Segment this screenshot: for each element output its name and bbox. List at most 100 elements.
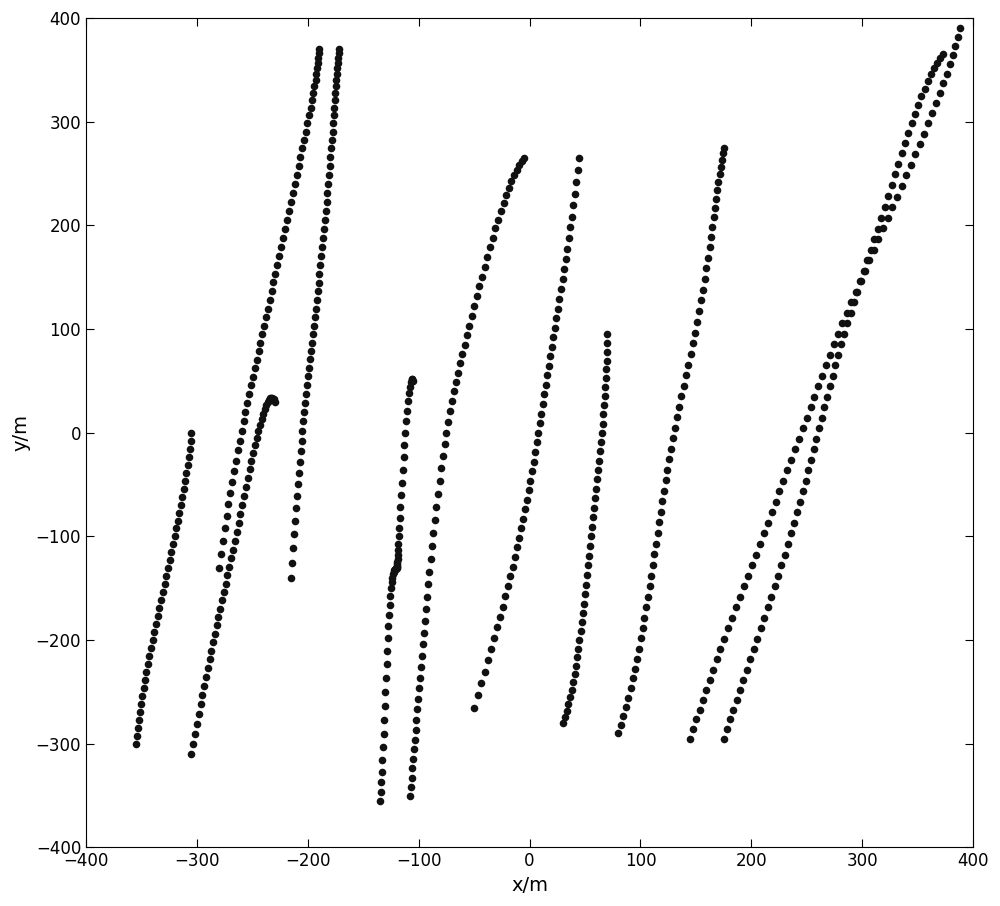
Point	[302, 352, 318, 367]
Point	[386, 564, 402, 579]
Point	[400, 394, 416, 409]
Point	[780, 536, 796, 551]
Point	[167, 529, 183, 544]
Point	[311, 42, 327, 56]
Point	[822, 379, 838, 393]
Point	[277, 222, 293, 236]
Point	[502, 569, 518, 583]
Point	[691, 304, 707, 318]
Point	[403, 375, 419, 390]
Point	[230, 443, 246, 458]
Point	[308, 66, 324, 81]
Point	[416, 625, 432, 640]
Point	[196, 679, 212, 693]
Point	[742, 652, 758, 667]
Point	[464, 309, 480, 323]
Point	[803, 400, 819, 415]
Point	[404, 371, 420, 386]
Point	[822, 347, 838, 361]
Point	[396, 438, 412, 452]
Point	[894, 178, 910, 193]
Point	[787, 442, 803, 457]
Point	[564, 209, 580, 224]
Point	[553, 282, 569, 296]
Point	[384, 575, 400, 590]
Point	[830, 326, 846, 341]
Point	[310, 51, 326, 65]
Point	[798, 474, 814, 488]
Point	[826, 337, 842, 352]
Point	[487, 221, 503, 236]
Point	[503, 174, 519, 188]
Point	[219, 509, 235, 524]
Point	[571, 150, 587, 165]
Point	[440, 415, 456, 429]
Y-axis label: y/m: y/m	[11, 414, 30, 451]
Point	[866, 243, 882, 257]
Point	[728, 600, 744, 614]
Point	[466, 700, 482, 715]
Point	[789, 506, 805, 520]
Point	[923, 67, 939, 82]
Point	[376, 713, 392, 728]
Point	[418, 602, 434, 616]
Point	[219, 568, 235, 583]
Point	[412, 670, 428, 685]
Point	[709, 183, 725, 198]
Point	[884, 200, 900, 215]
Point	[396, 450, 412, 465]
Point	[287, 514, 303, 528]
Point	[469, 289, 485, 304]
Point	[234, 497, 250, 512]
Point	[714, 152, 730, 167]
Point	[924, 106, 940, 120]
Point	[128, 737, 144, 751]
Point	[496, 196, 512, 210]
Point	[725, 702, 741, 717]
Point	[311, 275, 327, 290]
Point	[194, 688, 210, 702]
Point	[894, 146, 910, 160]
Point	[331, 46, 347, 61]
Point	[408, 722, 424, 737]
Point	[224, 475, 240, 489]
Point	[811, 421, 827, 436]
Point	[594, 426, 610, 440]
Point	[568, 659, 584, 673]
Point	[715, 146, 731, 160]
Point	[291, 159, 307, 173]
Point	[576, 596, 592, 611]
Point	[692, 702, 708, 717]
Point	[305, 327, 321, 342]
Point	[413, 660, 429, 674]
Point	[596, 398, 612, 412]
Point	[753, 621, 769, 635]
Point	[659, 462, 675, 477]
Point	[707, 201, 723, 216]
Point	[638, 600, 654, 614]
Point	[568, 175, 584, 189]
Point	[708, 192, 724, 207]
Point	[665, 430, 681, 445]
Point	[307, 310, 323, 324]
Point	[705, 662, 721, 677]
Point	[555, 716, 571, 730]
Point	[267, 394, 283, 409]
Point	[177, 474, 193, 488]
Point	[255, 407, 271, 421]
Point	[839, 316, 855, 331]
Point	[598, 362, 614, 377]
Point	[833, 337, 849, 352]
Point	[695, 692, 711, 707]
Point	[559, 703, 575, 718]
Point	[171, 506, 187, 520]
Point	[308, 302, 324, 316]
Point	[575, 605, 591, 620]
Point	[313, 249, 329, 264]
Point	[806, 390, 822, 404]
Point	[783, 526, 799, 541]
Point	[391, 520, 407, 535]
Point	[497, 589, 513, 603]
Point	[382, 589, 398, 603]
Point	[402, 788, 418, 803]
